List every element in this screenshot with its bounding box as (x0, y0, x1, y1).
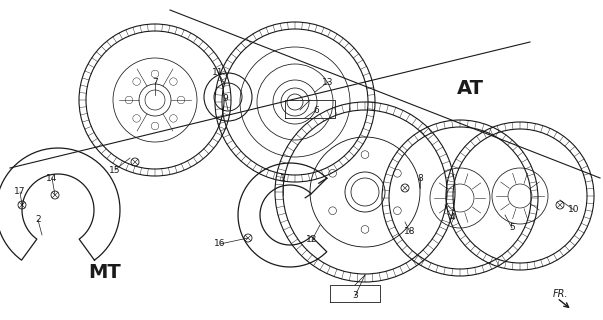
Text: FR.: FR. (553, 289, 569, 299)
Text: 2: 2 (35, 215, 41, 225)
Text: 16: 16 (214, 239, 226, 249)
Text: 17: 17 (14, 188, 26, 196)
Text: 13: 13 (322, 77, 333, 86)
Text: 14: 14 (46, 173, 58, 182)
Text: 7: 7 (152, 77, 158, 86)
Text: 12: 12 (306, 236, 318, 244)
Text: 3: 3 (352, 292, 358, 300)
Text: 18: 18 (404, 228, 415, 236)
Text: MT: MT (89, 262, 121, 282)
Text: 8: 8 (417, 173, 423, 182)
Text: 11: 11 (212, 68, 224, 76)
Text: 5: 5 (509, 223, 515, 233)
Text: AT: AT (456, 78, 484, 98)
Text: 1: 1 (280, 173, 286, 182)
Text: 4: 4 (449, 213, 455, 222)
Text: 9: 9 (222, 93, 228, 102)
Text: 15: 15 (109, 165, 121, 174)
Text: 6: 6 (313, 106, 319, 115)
Text: 10: 10 (568, 205, 579, 214)
